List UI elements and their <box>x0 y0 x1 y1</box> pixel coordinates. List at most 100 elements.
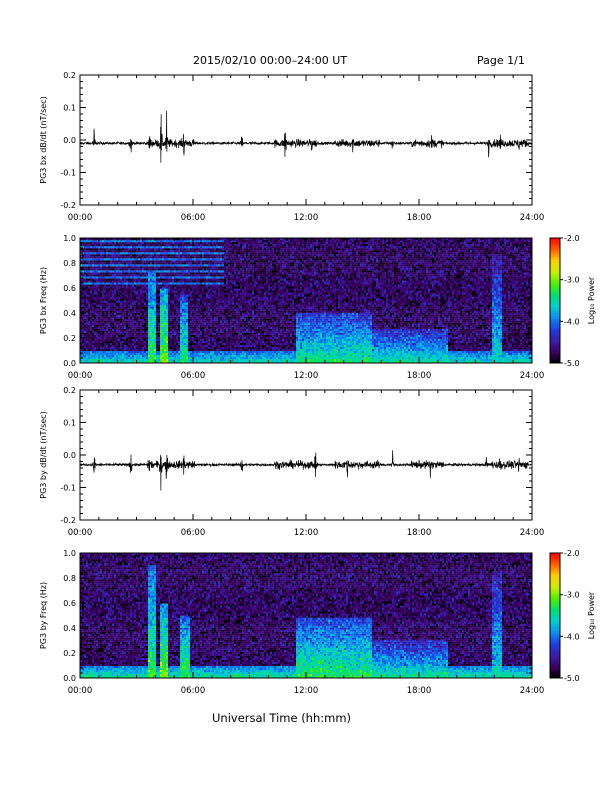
spectrogram-cell <box>134 322 137 325</box>
spectrogram-cell <box>214 240 217 243</box>
spectrogram-cell <box>166 290 169 293</box>
spectrogram-cell <box>192 256 195 259</box>
spectrogram-cell <box>86 274 89 277</box>
spectrogram-cell <box>184 332 187 335</box>
spectrogram-cell <box>190 334 193 337</box>
spectrogram-cell <box>130 250 133 253</box>
spectrogram-cell <box>90 242 93 245</box>
spectrogram-cell <box>102 314 105 317</box>
spectrogram-cell <box>180 314 183 317</box>
spectrogram-cell <box>184 272 187 275</box>
spectrogram-cell <box>84 270 87 273</box>
spectrogram-cell <box>162 256 165 259</box>
spectrogram-cell <box>116 310 119 313</box>
spectrogram-cell <box>186 292 189 295</box>
spectrogram-cell <box>114 266 117 269</box>
spectrogram-cell <box>98 288 101 291</box>
spectrogram-cell <box>160 352 163 356</box>
spectrogram-cell <box>144 276 147 279</box>
spectrogram-cell <box>184 316 187 319</box>
spectrogram-cell <box>186 334 189 337</box>
spectrogram-cell <box>232 256 235 259</box>
spectrogram-cell <box>222 280 225 283</box>
spectrogram-cell <box>80 298 83 301</box>
spectrogram-cell <box>198 242 201 245</box>
spectrogram-cell <box>84 332 87 335</box>
spectrogram-cell <box>86 342 89 346</box>
spectrogram-cell <box>148 356 151 360</box>
spectrogram-cell <box>180 266 183 269</box>
spectrogram-cell <box>166 330 169 333</box>
spectrogram-cell <box>126 294 129 297</box>
spectrogram-cell <box>144 326 147 329</box>
spectrogram-cell <box>168 246 171 249</box>
spectrogram-cell <box>174 324 177 327</box>
spectrogram-cell <box>116 326 119 329</box>
spectrogram-cell <box>218 324 221 327</box>
spectrogram-cell <box>124 316 127 319</box>
spectrogram-cell <box>138 288 141 291</box>
spectrogram-cell <box>128 278 131 281</box>
spectrogram-cell <box>192 280 195 283</box>
spectrogram-cell <box>156 356 159 360</box>
spectrogram-cell <box>100 310 103 313</box>
spectrogram-cell <box>126 258 129 261</box>
spectrogram-cell <box>84 326 87 329</box>
spectrogram-cell <box>154 264 157 267</box>
spectrogram-cell <box>96 282 99 285</box>
spectrogram-cell <box>170 246 173 249</box>
spectrogram-cell <box>82 252 85 255</box>
spectrogram-cell <box>178 262 181 265</box>
spectrogram-cell <box>138 246 141 249</box>
spectrogram-cell <box>200 248 203 251</box>
spectrogram-cell <box>164 350 167 354</box>
spectrogram-cell <box>138 344 141 348</box>
spectrogram-cell <box>130 300 133 303</box>
spectrogram-cell <box>90 262 93 265</box>
spectrogram-cell <box>234 356 237 360</box>
spectrogram-cell <box>120 272 123 275</box>
spectrogram-cell <box>144 272 147 275</box>
spectrogram-cell <box>102 246 105 249</box>
spectrogram-cell <box>108 352 111 356</box>
spectrogram-cell <box>214 264 217 267</box>
spectrogram-cell <box>100 328 103 331</box>
spectrogram-cell <box>92 258 95 261</box>
spectrogram-cell <box>120 242 123 245</box>
spectrogram-cell <box>146 290 149 293</box>
spectrogram-cell <box>106 318 109 321</box>
spectrogram-cell <box>108 332 111 335</box>
spectrogram-cell <box>98 306 101 309</box>
spectrogram-cell <box>130 326 133 329</box>
spectrogram-cell <box>228 346 231 350</box>
spectrogram-cell <box>220 276 223 279</box>
spectrogram-cell <box>180 298 183 301</box>
spectrogram-cell <box>226 324 229 327</box>
spectrogram-cell <box>204 296 207 299</box>
spectrogram-cell <box>162 250 165 253</box>
spectrogram-cell <box>138 358 141 362</box>
spectrogram-cell <box>114 346 117 350</box>
spectrogram-cell <box>210 252 213 255</box>
spectrogram-cell <box>174 282 177 285</box>
spectrogram-cell <box>132 326 135 329</box>
spectrogram-cell <box>226 338 229 341</box>
spectrogram-cell <box>160 358 163 362</box>
spectrogram-cell <box>88 260 91 263</box>
spectrogram-cell <box>206 338 209 341</box>
spectrogram-cell <box>172 354 175 358</box>
spectrogram-cell <box>120 350 123 354</box>
spectrogram-cell <box>108 348 111 352</box>
spectrogram-cell <box>80 330 83 333</box>
spectrogram-cell <box>122 358 125 362</box>
spectrogram-cell <box>110 262 113 265</box>
spectrogram-cell <box>166 326 169 329</box>
spectrogram-cell <box>84 242 87 245</box>
spectrogram-cell <box>192 250 195 253</box>
spectrogram-cell <box>162 344 165 348</box>
spectrogram-cell <box>138 266 141 269</box>
spectrogram-cell <box>132 268 135 271</box>
spectrogram-cell <box>148 262 151 265</box>
spectrogram-cell <box>116 290 119 293</box>
spectrogram-cell <box>182 288 185 291</box>
